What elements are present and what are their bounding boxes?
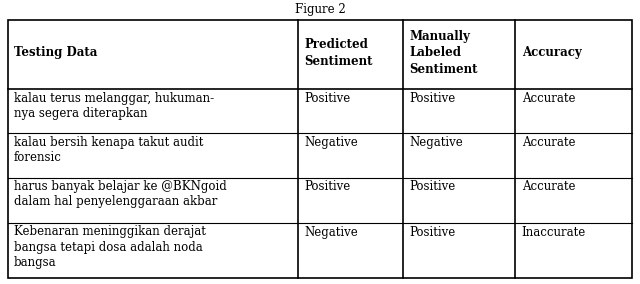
Text: Positive: Positive — [410, 180, 456, 193]
Text: Positive: Positive — [304, 180, 350, 193]
Text: Accurate: Accurate — [522, 92, 575, 105]
Text: bangsa: bangsa — [14, 256, 57, 270]
Text: kalau bersih kenapa takut audit: kalau bersih kenapa takut audit — [14, 136, 204, 149]
Text: kalau terus melanggar, hukuman-: kalau terus melanggar, hukuman- — [14, 92, 214, 105]
Text: Sentiment: Sentiment — [304, 55, 372, 68]
Text: Inaccurate: Inaccurate — [522, 226, 586, 239]
Text: Positive: Positive — [410, 92, 456, 105]
Text: Testing Data: Testing Data — [14, 46, 97, 59]
Text: Negative: Negative — [304, 136, 358, 149]
Text: Figure 2: Figure 2 — [294, 3, 346, 16]
Text: nya segera diterapkan: nya segera diterapkan — [14, 107, 148, 120]
Text: Kebenaran meninggikan derajat: Kebenaran meninggikan derajat — [14, 225, 206, 238]
Text: harus banyak belajar ke @BKNgoid: harus banyak belajar ke @BKNgoid — [14, 180, 227, 193]
Text: Positive: Positive — [304, 92, 350, 105]
Text: Accurate: Accurate — [522, 180, 575, 193]
Text: Labeled: Labeled — [410, 46, 461, 59]
Text: Negative: Negative — [410, 136, 463, 149]
Text: dalam hal penyelenggaraan akbar: dalam hal penyelenggaraan akbar — [14, 195, 218, 208]
Text: bangsa tetapi dosa adalah noda: bangsa tetapi dosa adalah noda — [14, 241, 203, 254]
Text: Accurate: Accurate — [522, 136, 575, 149]
Text: Positive: Positive — [410, 226, 456, 239]
Text: Sentiment: Sentiment — [410, 63, 478, 76]
Text: Manually: Manually — [410, 30, 470, 43]
Text: Predicted: Predicted — [304, 38, 368, 51]
Text: Accuracy: Accuracy — [522, 46, 581, 59]
Text: Negative: Negative — [304, 226, 358, 239]
Text: forensic: forensic — [14, 151, 62, 164]
